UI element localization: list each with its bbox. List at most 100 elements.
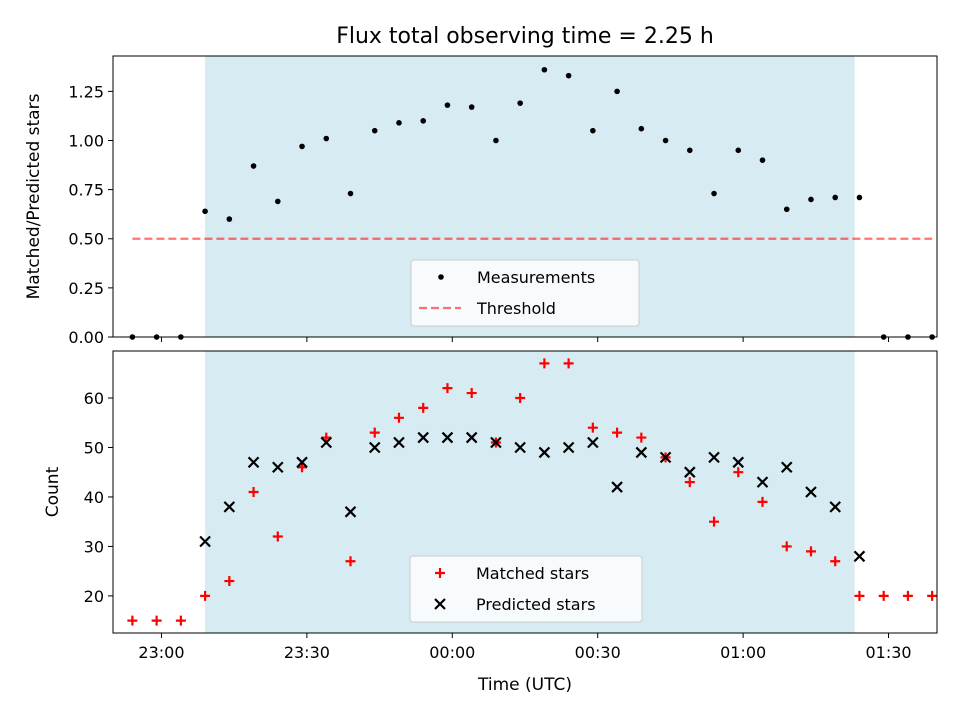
- legend-label: Matched stars: [476, 564, 589, 583]
- y-tick-label: 60: [84, 389, 104, 408]
- matched-star-point: [757, 496, 768, 507]
- measurement-point: [565, 72, 572, 79]
- measurement-point: [396, 120, 402, 126]
- matched-star-point: [805, 546, 816, 557]
- measurement-point: [275, 198, 281, 205]
- measurement-point: [541, 66, 548, 73]
- measurement-point: [250, 163, 257, 169]
- matched-star-point: [612, 427, 623, 438]
- predicted-star-point: [465, 431, 478, 444]
- measurement-point: [444, 102, 451, 108]
- measurement-point: [808, 196, 814, 203]
- y-tick-label: 0.00: [68, 328, 104, 347]
- measurement-point: [202, 208, 208, 215]
- matched-star-point: [636, 432, 647, 443]
- top-y-axis-label: Matched/Predicted stars: [24, 93, 44, 299]
- bottom-plot-layer: [127, 358, 938, 626]
- y-tick-label: 20: [84, 587, 104, 606]
- measurement-point: [299, 143, 305, 150]
- predicted-star-point: [756, 476, 769, 488]
- top-legend: Measurements Threshold: [410, 259, 640, 327]
- y-tick-label: 50: [84, 438, 104, 457]
- matched-star-point: [297, 462, 308, 473]
- bottom-panel: 23:00 23:30 00:00 00:30 01:00 01:30 20 30 40 50 60…: [43, 350, 938, 695]
- matched-star-point: [563, 358, 574, 369]
- matched-star-point: [733, 467, 744, 478]
- y-tick-label: 0.50: [68, 230, 104, 249]
- matched-star-point: [393, 412, 404, 423]
- predicted-star-point: [247, 456, 260, 469]
- y-tick-label: 40: [84, 488, 104, 507]
- matched-star-point: [418, 402, 429, 413]
- measurement-point: [735, 147, 742, 154]
- legend-marker: [434, 598, 446, 610]
- predicted-star-point: [659, 451, 672, 464]
- measurement-point: [226, 216, 233, 222]
- matched-star-point: [321, 432, 332, 443]
- bottom-y-axis-label: Count: [43, 466, 63, 517]
- predicted-star-point: [708, 451, 720, 464]
- predicted-star-point: [829, 501, 841, 513]
- matched-star-point: [272, 531, 283, 542]
- predicted-star-point: [344, 506, 357, 518]
- predicted-star-point: [853, 550, 866, 563]
- predicted-star-point: [805, 486, 817, 498]
- predicted-star-point: [320, 436, 333, 449]
- predicted-star-point: [223, 501, 236, 513]
- matched-star-point: [175, 615, 186, 626]
- x-tick-label: 00:00: [429, 643, 475, 662]
- measurement-point: [783, 206, 790, 213]
- measurement-point: [517, 100, 523, 106]
- matched-star-point: [466, 388, 477, 399]
- measurement-point: [832, 194, 839, 201]
- measurement-point: [711, 190, 717, 197]
- y-tick-label: 1.00: [68, 131, 104, 150]
- measurement-point: [856, 194, 863, 201]
- legend-label: Predicted stars: [476, 595, 596, 614]
- legend-marker: [438, 274, 444, 280]
- matched-star-point: [830, 556, 841, 567]
- matched-star-point: [709, 516, 720, 527]
- predicted-star-point: [272, 461, 284, 474]
- matched-star-point: [200, 590, 211, 601]
- predicted-star-point: [417, 431, 429, 444]
- matched-star-point: [878, 590, 889, 601]
- measurement-point: [638, 125, 645, 132]
- chart-title: Flux total observing time = 2.25 h: [336, 24, 714, 49]
- predicted-star-point: [635, 446, 648, 459]
- bottom-ticks: 23:00 23:30 00:00 00:30 01:00 01:30 20 30 40 50 60: [84, 389, 912, 662]
- matched-star-point: [369, 427, 380, 438]
- x-tick-label: 23:00: [138, 643, 184, 662]
- x-tick-label: 00:30: [575, 643, 621, 662]
- y-tick-label: 0.75: [68, 181, 104, 200]
- top-panel: 0.00 0.25 0.50 0.75 1.00 1.25 Matched/Predict…: [24, 55, 938, 347]
- x-tick-label: 01:00: [720, 643, 766, 662]
- matched-star-point: [854, 590, 865, 601]
- matched-star-point: [515, 393, 526, 403]
- top-axes-frame: [112, 55, 938, 338]
- legend-label: Measurements: [477, 268, 595, 287]
- matched-star-point: [127, 615, 138, 626]
- matched-star-point: [927, 590, 938, 601]
- matched-star-point: [151, 615, 162, 626]
- matched-star-point: [902, 590, 913, 601]
- y-tick-label: 0.25: [68, 279, 104, 298]
- top-ticks: 0.00 0.25 0.50 0.75 1.00 1.25: [68, 82, 890, 347]
- predicted-star-point: [393, 436, 405, 449]
- matched-star-point: [684, 477, 695, 488]
- legend-marker: [435, 568, 445, 578]
- matched-star-point: [781, 541, 792, 552]
- x-axis-label: Time (UTC): [477, 675, 572, 695]
- matched-star-point: [248, 487, 259, 497]
- measurement-point: [323, 135, 330, 142]
- measurement-point: [662, 137, 669, 144]
- legend-box: [409, 555, 643, 623]
- predicted-star-point: [490, 436, 502, 449]
- predicted-star-point: [587, 436, 599, 449]
- measurement-point: [687, 147, 693, 154]
- measurement-point: [759, 157, 766, 163]
- matched-star-point: [224, 576, 235, 587]
- legend-box: [410, 259, 640, 327]
- y-tick-label: 30: [84, 537, 104, 556]
